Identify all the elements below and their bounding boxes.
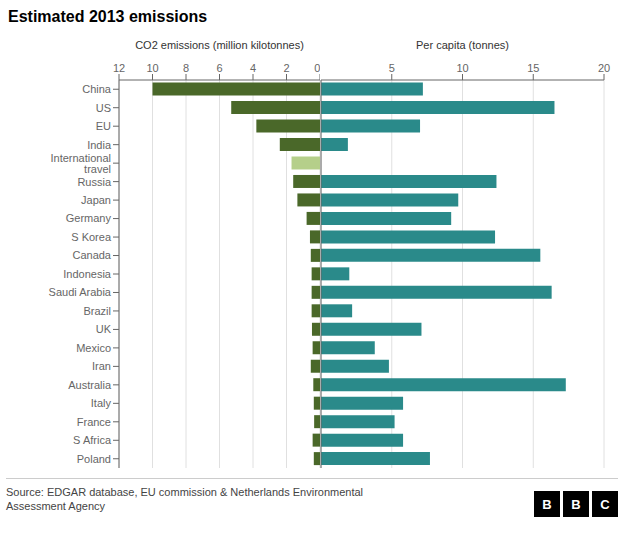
svg-text:Italy: Italy bbox=[91, 397, 112, 409]
svg-text:Saudi Arabia: Saudi Arabia bbox=[49, 286, 112, 298]
html-text:Estimated 2013 emissions: Estimated 2013 emissions bbox=[8, 8, 208, 25]
svg-text:S Africa: S Africa bbox=[73, 434, 112, 446]
svg-text:6: 6 bbox=[216, 62, 222, 74]
html-text:Source: EDGAR database, EU com: Source: EDGAR database, EU commission & … bbox=[6, 486, 364, 512]
svg-text:Indonesia: Indonesia bbox=[63, 268, 112, 280]
svg-text:China: China bbox=[82, 83, 112, 95]
svg-text:CO2 emissions (million kiloton: CO2 emissions (million kilotonnes) bbox=[135, 39, 304, 51]
svg-text:Germany: Germany bbox=[66, 212, 112, 224]
html-text:C: C bbox=[600, 496, 610, 512]
svg-text:EU: EU bbox=[96, 120, 111, 132]
svg-text:Canada: Canada bbox=[72, 249, 111, 261]
svg-text:UK: UK bbox=[96, 323, 112, 335]
html-text:B: B bbox=[571, 496, 581, 512]
svg-text:Mexico: Mexico bbox=[76, 342, 111, 354]
svg-text:Japan: Japan bbox=[81, 194, 111, 206]
svg-text:10: 10 bbox=[456, 62, 468, 74]
html-text:B: B bbox=[542, 496, 552, 512]
svg-text:Brazil: Brazil bbox=[83, 305, 111, 317]
svg-text:12: 12 bbox=[113, 62, 125, 74]
svg-text:Russia: Russia bbox=[77, 176, 112, 188]
svg-text:Australia: Australia bbox=[68, 379, 112, 391]
svg-text:10: 10 bbox=[146, 62, 158, 74]
svg-text:15: 15 bbox=[527, 62, 539, 74]
svg-text:8: 8 bbox=[183, 62, 189, 74]
svg-text:Iran: Iran bbox=[92, 360, 111, 372]
svg-text:Per capita (tonnes): Per capita (tonnes) bbox=[416, 39, 509, 51]
svg-text:4: 4 bbox=[250, 62, 256, 74]
svg-text:5: 5 bbox=[389, 62, 395, 74]
svg-text:India: India bbox=[87, 139, 112, 151]
svg-text:0: 0 bbox=[314, 62, 320, 74]
svg-text:Poland: Poland bbox=[77, 453, 111, 465]
svg-text:2: 2 bbox=[283, 62, 289, 74]
svg-text:Internationaltravel: Internationaltravel bbox=[50, 152, 111, 175]
svg-text:US: US bbox=[96, 102, 111, 114]
svg-text:France: France bbox=[77, 416, 111, 428]
svg-text:20: 20 bbox=[598, 62, 610, 74]
svg-text:S Korea: S Korea bbox=[71, 231, 112, 243]
